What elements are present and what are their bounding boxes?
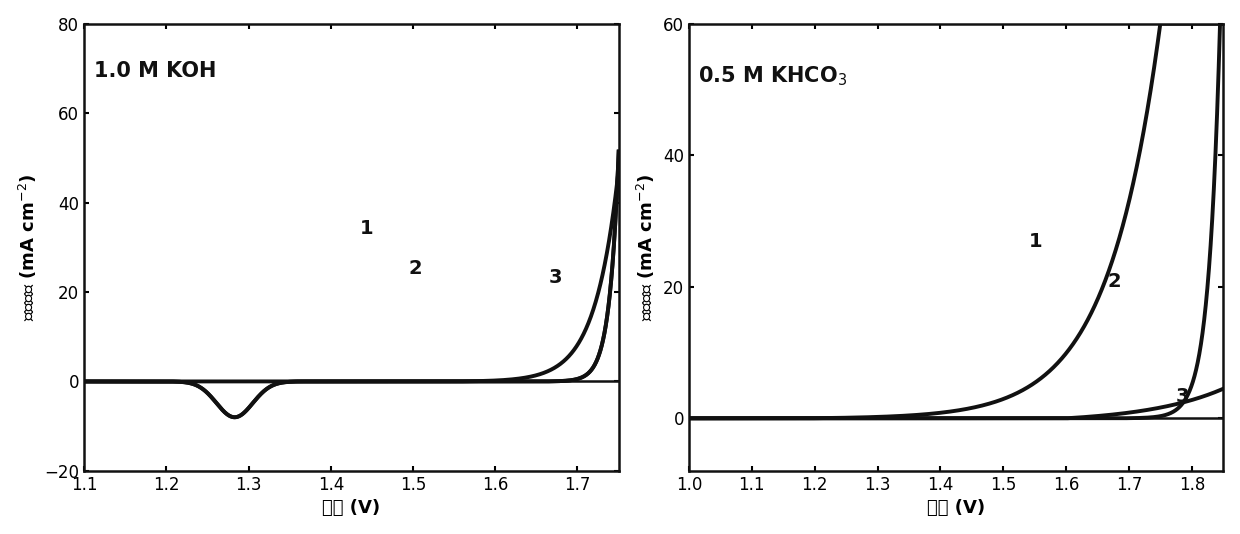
Y-axis label: 电流密度 (mA cm$^{-2}$): 电流密度 (mA cm$^{-2}$) (635, 174, 657, 321)
Text: 1.0 M KOH: 1.0 M KOH (94, 61, 217, 81)
Text: 2: 2 (409, 259, 423, 278)
Text: 1: 1 (1028, 232, 1042, 252)
X-axis label: 电压 (V): 电压 (V) (322, 499, 381, 517)
Text: 2: 2 (1107, 272, 1121, 290)
Y-axis label: 电流密度 (mA cm$^{-2}$): 电流密度 (mA cm$^{-2}$) (16, 174, 38, 321)
Text: 3: 3 (1177, 387, 1189, 406)
Text: 1: 1 (360, 219, 373, 238)
Text: 3: 3 (549, 268, 562, 287)
X-axis label: 电压 (V): 电压 (V) (928, 499, 986, 517)
Text: 0.5 M KHCO$_3$: 0.5 M KHCO$_3$ (698, 65, 848, 89)
